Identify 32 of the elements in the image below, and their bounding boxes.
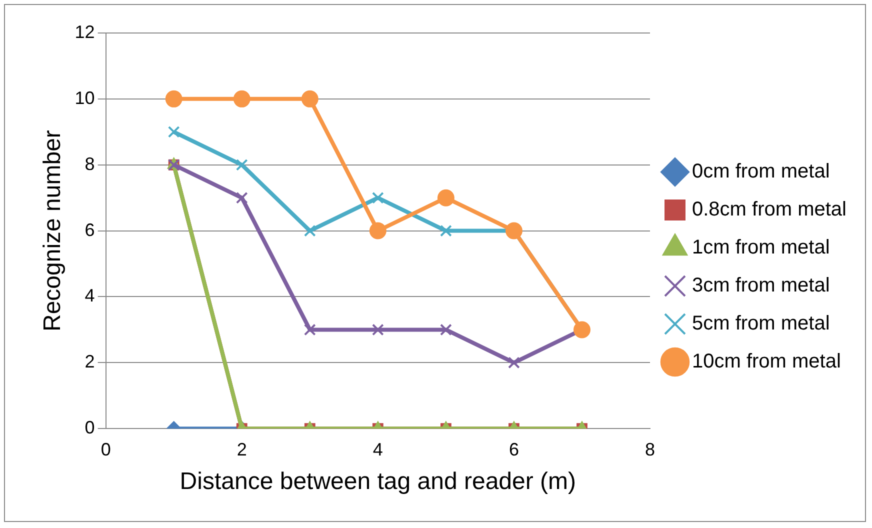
point bbox=[236, 158, 248, 171]
point bbox=[372, 192, 384, 204]
x-tick-label: 0 bbox=[100, 439, 111, 460]
y-tick-label: 4 bbox=[84, 286, 95, 306]
x-tick-label: 8 bbox=[644, 439, 656, 460]
point bbox=[301, 90, 318, 108]
point bbox=[165, 90, 182, 108]
point bbox=[505, 222, 522, 240]
point bbox=[233, 90, 250, 108]
point bbox=[437, 189, 454, 206]
point bbox=[168, 126, 180, 138]
legend-label: 10cm from metal bbox=[692, 350, 841, 373]
legend-label: 0.8cm from metal bbox=[692, 198, 846, 221]
legend-label: 1cm from metal bbox=[692, 236, 830, 259]
y-tick-label: 0 bbox=[84, 418, 95, 438]
y-tick-label: 12 bbox=[74, 22, 95, 42]
x-tick-label: 2 bbox=[236, 439, 247, 460]
y-tick-label: 10 bbox=[74, 88, 95, 108]
y-tick-label: 6 bbox=[84, 220, 95, 240]
y-axis-title: Recognize number bbox=[39, 130, 66, 332]
legend-label: 0cm from metal bbox=[692, 160, 830, 183]
x-tick-label: 6 bbox=[508, 439, 519, 460]
x-axis-title: Distance between tag and reader (m) bbox=[180, 468, 576, 496]
x-tick-label: 4 bbox=[372, 439, 383, 460]
legend-label: 3cm from metal bbox=[692, 274, 830, 297]
y-tick-label: 8 bbox=[84, 154, 95, 174]
point bbox=[369, 222, 386, 240]
point bbox=[304, 224, 316, 237]
y-tick-label: 2 bbox=[84, 352, 95, 372]
legend-label: 5cm from metal bbox=[692, 312, 830, 335]
point bbox=[236, 192, 248, 204]
point bbox=[440, 224, 452, 237]
